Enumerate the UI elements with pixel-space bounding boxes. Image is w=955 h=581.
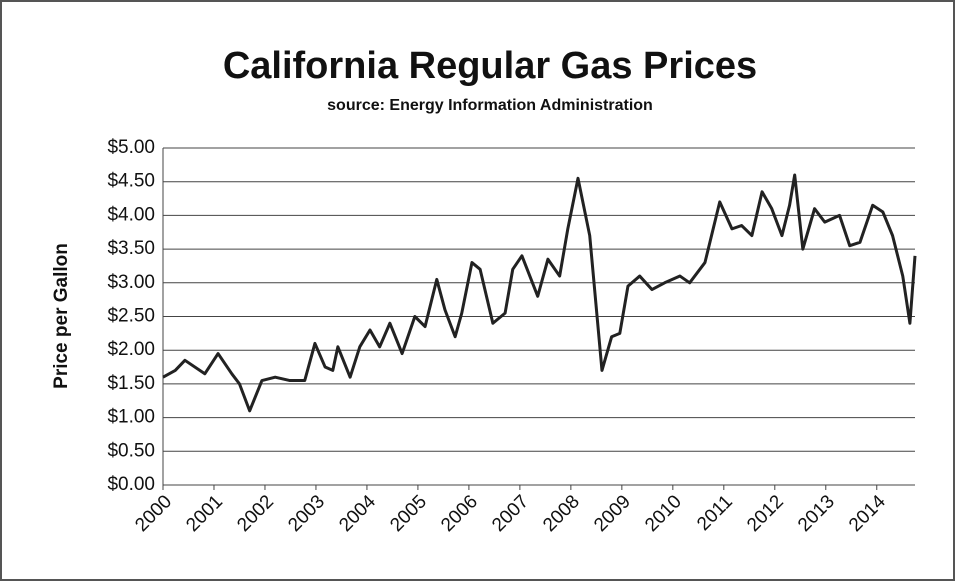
y-tick-label: $4.00 — [107, 204, 155, 225]
chart-title: California Regular Gas Prices — [223, 45, 757, 87]
y-tick-label: $4.50 — [107, 171, 155, 192]
y-tick-label: $2.50 — [107, 306, 155, 327]
y-tick-label: $1.50 — [107, 373, 155, 394]
price-line — [162, 173, 917, 413]
y-tick-label: $3.50 — [107, 238, 155, 259]
y-tick-label: $0.50 — [107, 440, 155, 461]
y-axis-label: Price per Gallon — [51, 243, 72, 389]
y-tick-label: $5.00 — [107, 137, 155, 158]
y-tick-label: $0.00 — [107, 474, 155, 495]
y-tick-label: $1.00 — [107, 407, 155, 428]
chart-subtitle: source: Energy Information Administratio… — [327, 97, 653, 114]
y-tick-label: $2.00 — [107, 339, 155, 360]
y-tick-label: $3.00 — [107, 272, 155, 293]
